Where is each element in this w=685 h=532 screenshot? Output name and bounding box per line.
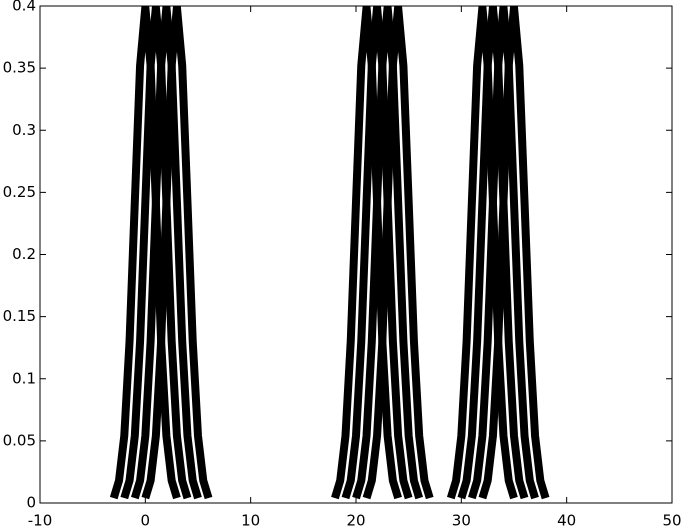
x-tick-label: 0 [141, 512, 151, 530]
curve [352, 6, 424, 500]
x-tick-label: 40 [557, 512, 576, 530]
curve [362, 6, 434, 500]
curve [341, 6, 413, 500]
curve [457, 6, 529, 500]
y-tick-label: 0.35 [3, 59, 36, 77]
y-tick-label: 0 [26, 494, 36, 512]
plot-area [109, 6, 550, 500]
curve [331, 6, 402, 500]
x-tick-label: 10 [241, 512, 260, 530]
y-tick-label: 0.15 [3, 307, 36, 325]
y-tick-label: 0.3 [12, 121, 36, 139]
x-tick-label: 20 [346, 512, 365, 530]
curve [130, 6, 202, 500]
x-tick-label: -10 [28, 512, 53, 530]
x-tick-label: 30 [452, 512, 471, 530]
y-tick-label: 0.05 [3, 431, 36, 449]
curve [478, 6, 550, 500]
x-tick-label: 50 [662, 512, 681, 530]
curve [141, 6, 213, 500]
y-tick-label: 0.25 [3, 183, 36, 201]
y-tick-label: 0.4 [12, 0, 36, 15]
y-tick-label: 0.1 [12, 369, 36, 387]
curve [120, 6, 192, 500]
y-tick-label: 0.2 [12, 245, 36, 263]
curve [446, 6, 518, 500]
curve [468, 6, 539, 500]
